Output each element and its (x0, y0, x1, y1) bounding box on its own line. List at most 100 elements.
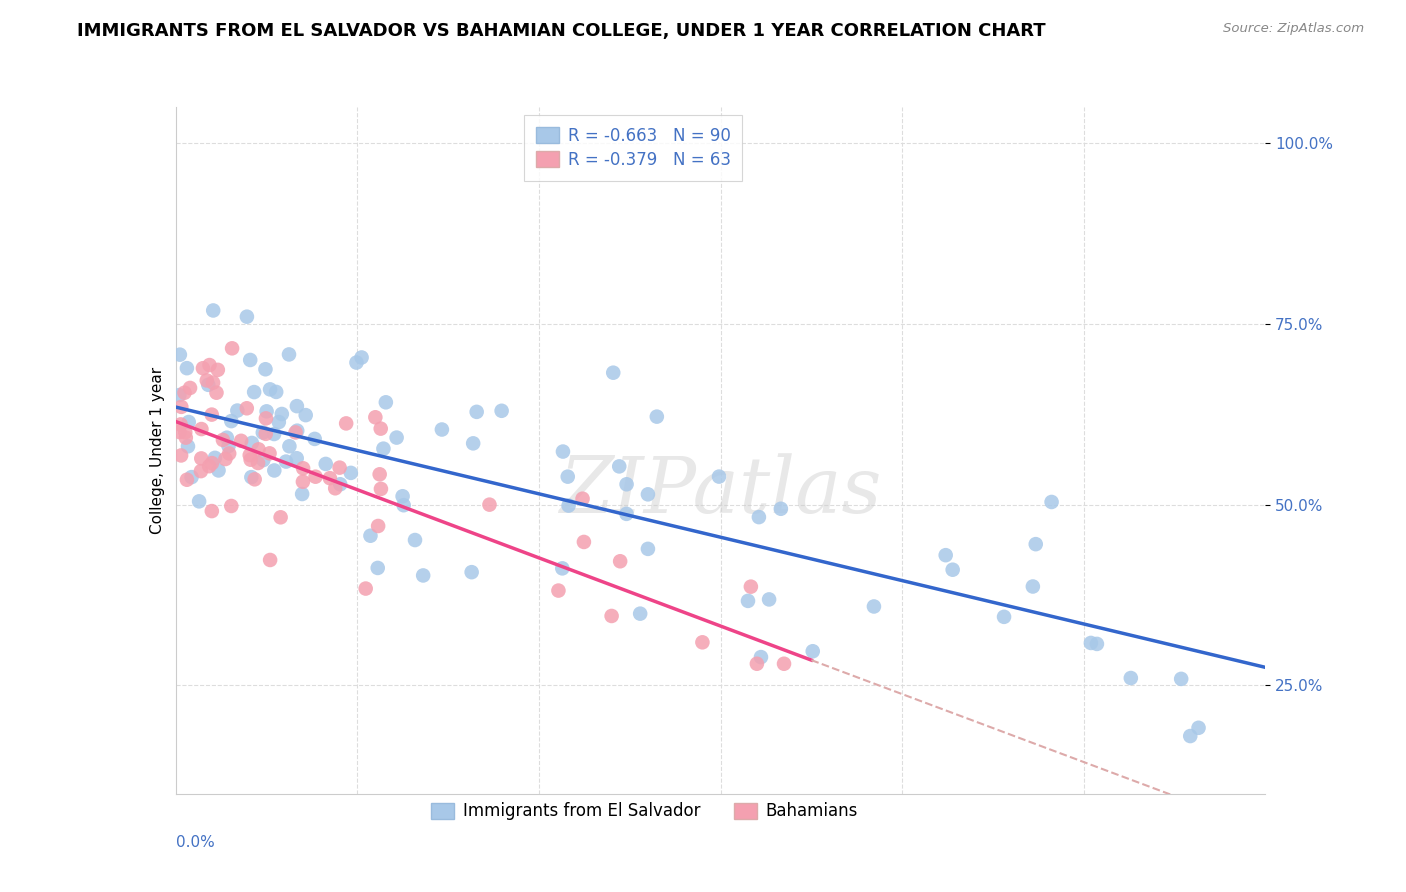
Point (748, 510, 770, 524)
Point (769, 501, 792, 516)
Point (263, 463, 285, 477)
Point (284, 425, 307, 440)
Point (571, 491, 593, 506)
Point (392, 498, 415, 512)
Point (214, 452, 236, 467)
Point (226, 403, 249, 417)
Point (207, 463, 229, 477)
Text: ZIPatlas: ZIPatlas (560, 453, 882, 530)
Point (637, 487, 659, 501)
Point (291, 487, 314, 501)
Point (367, 519, 389, 533)
Point (637, 541, 659, 556)
Point (239, 452, 262, 467)
Point (1119, 671, 1142, 685)
Point (1080, 636, 1102, 650)
Point (170, 400, 193, 414)
Point (169, 425, 191, 439)
Point (285, 424, 308, 438)
Point (465, 405, 488, 419)
Point (259, 383, 281, 397)
Point (346, 355, 368, 369)
Point (218, 446, 240, 460)
Point (177, 439, 200, 453)
Point (239, 353, 262, 368)
Point (1040, 495, 1063, 509)
Point (201, 504, 224, 518)
Point (335, 417, 357, 431)
Point (169, 348, 191, 362)
Point (201, 456, 224, 470)
Point (758, 592, 780, 607)
Point (359, 529, 381, 543)
Point (707, 469, 730, 483)
Point (607, 459, 630, 474)
Point (174, 431, 197, 445)
Point (191, 361, 214, 376)
Point (478, 498, 501, 512)
Point (254, 426, 277, 441)
Point (385, 431, 408, 445)
Point (292, 461, 315, 475)
Point (218, 439, 240, 453)
Point (197, 377, 219, 392)
Point (236, 401, 259, 416)
Point (616, 507, 638, 521)
Point (195, 373, 218, 387)
Point (264, 384, 287, 399)
Text: IMMIGRANTS FROM EL SALVADOR VS BAHAMIAN COLLEGE, UNDER 1 YEAR CORRELATION CHART: IMMIGRANTS FROM EL SALVADOR VS BAHAMIAN … (77, 22, 1046, 40)
Point (176, 361, 198, 376)
Text: 0.0%: 0.0% (176, 835, 215, 850)
Point (259, 553, 281, 567)
Point (368, 467, 391, 482)
Point (174, 425, 197, 440)
Point (1187, 721, 1209, 735)
Point (557, 469, 579, 483)
Point (243, 385, 266, 400)
Point (370, 422, 392, 436)
Point (256, 404, 278, 418)
Point (270, 407, 292, 421)
Point (252, 453, 274, 467)
Point (374, 395, 396, 409)
Point (602, 366, 624, 380)
Y-axis label: College, Under 1 year: College, Under 1 year (149, 367, 165, 534)
Point (207, 363, 229, 377)
Point (373, 442, 395, 456)
Point (240, 470, 263, 484)
Point (1022, 580, 1045, 594)
Point (176, 473, 198, 487)
Point (179, 381, 201, 395)
Point (749, 650, 772, 665)
Point (221, 414, 243, 428)
Point (278, 347, 301, 361)
Point (247, 456, 270, 470)
Point (745, 657, 768, 671)
Point (285, 399, 308, 413)
Point (198, 459, 221, 474)
Point (557, 499, 579, 513)
Point (547, 583, 569, 598)
Point (319, 471, 342, 485)
Point (391, 489, 413, 503)
Point (323, 481, 346, 495)
Point (737, 594, 759, 608)
Point (600, 609, 623, 624)
Point (229, 434, 252, 448)
Point (993, 610, 1015, 624)
Point (801, 644, 824, 658)
Point (215, 431, 238, 445)
Text: Source: ZipAtlas.com: Source: ZipAtlas.com (1223, 22, 1364, 36)
Point (628, 607, 651, 621)
Point (572, 535, 595, 549)
Point (329, 477, 352, 491)
Point (645, 409, 668, 424)
Point (304, 432, 326, 446)
Point (190, 451, 212, 466)
Point (773, 657, 796, 671)
Point (252, 425, 274, 440)
Point (170, 449, 193, 463)
Point (201, 408, 224, 422)
Point (463, 436, 485, 450)
Point (270, 510, 292, 524)
